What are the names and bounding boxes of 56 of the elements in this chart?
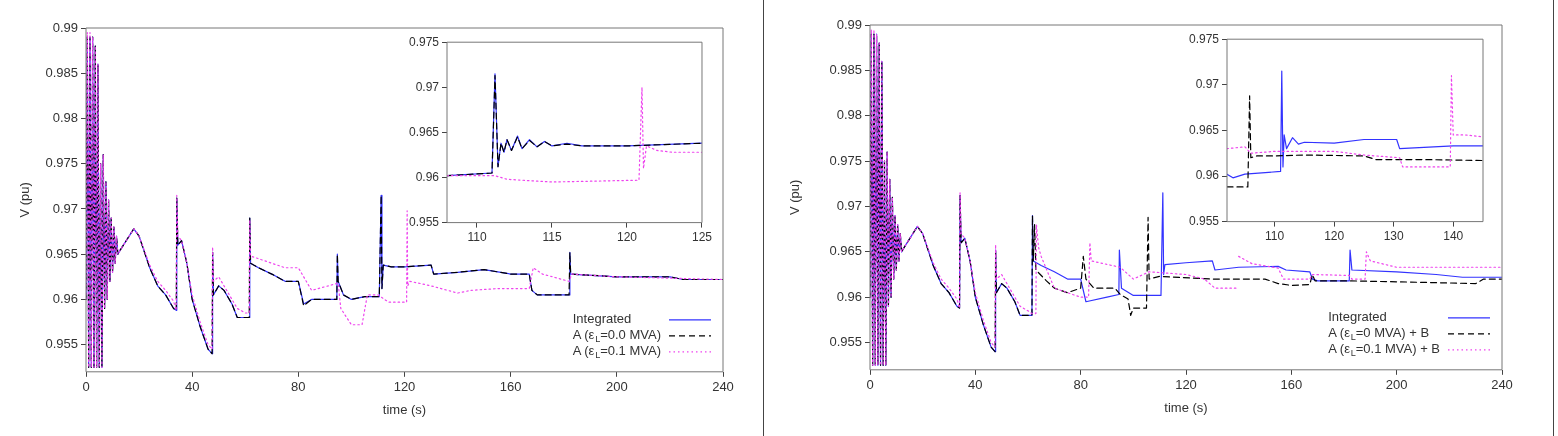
x-tick-label: 200 <box>1385 377 1408 393</box>
series-label: Integrated <box>572 311 632 327</box>
y-tick-label: 0.975 <box>408 34 440 49</box>
y-tick-label: 0.955 <box>1188 213 1220 228</box>
y-axis-title: V (pu) <box>787 179 803 216</box>
x-tick-label: 240 <box>1491 377 1513 393</box>
x-tick-label: 0 <box>82 379 90 395</box>
y-tick-label: 0.965 <box>45 245 78 261</box>
x-tick-label: 160 <box>499 379 522 395</box>
y-tick-label: 0.975 <box>45 155 78 171</box>
y-tick-label: 0.985 <box>829 61 862 77</box>
y-tick-label: 0.97 <box>415 79 440 94</box>
y-tick-label: 0.975 <box>829 152 862 168</box>
y-tick-label: 0.955 <box>829 334 862 350</box>
x-tick-label: 240 <box>712 379 734 395</box>
x-tick-label: 125 <box>691 230 713 245</box>
line-series <box>1227 95 1483 188</box>
x-tick-label: 115 <box>542 230 562 245</box>
x-tick-label: 120 <box>393 379 416 395</box>
x-tick-label: 200 <box>605 379 628 395</box>
x-axis-title: time (s) <box>382 401 427 417</box>
x-tick-label: 80 <box>1073 377 1088 393</box>
y-tick-label: 0.96 <box>52 291 78 306</box>
x-tick-label: 120 <box>1175 377 1197 393</box>
text: Integrated <box>1328 309 1387 325</box>
y-tick-label: 0.965 <box>1188 122 1220 137</box>
x-tick-label: 40 <box>184 379 200 395</box>
x-tick-label: 160 <box>1280 377 1303 393</box>
x-tick-label: 0 <box>866 377 874 393</box>
x-tick-label: 80 <box>291 379 306 395</box>
x-tick-label: 120 <box>616 230 638 245</box>
y-tick-label: 0.98 <box>836 107 862 123</box>
y-tick-label: 0.965 <box>829 243 862 259</box>
y-tick-label: 0.97 <box>836 198 862 214</box>
y-tick-label: 0.97 <box>1195 77 1220 92</box>
x-tick-label: 140 <box>1443 229 1464 244</box>
y-tick-label: 0.99 <box>52 19 78 35</box>
y-tick-label: 0.955 <box>45 336 78 352</box>
y-axis-title: V (pu) <box>17 182 33 218</box>
y-tick-label: 0.98 <box>52 110 78 126</box>
y-tick-label: 0.97 <box>52 200 78 216</box>
y-tick-label: 0.96 <box>1195 168 1220 183</box>
line-series <box>447 86 702 183</box>
y-tick-label: 0.96 <box>836 288 862 304</box>
y-tick-label: 0.96 <box>415 169 440 184</box>
x-tick-label: 40 <box>968 377 983 393</box>
y-tick-label: 0.975 <box>1188 31 1220 46</box>
x-tick-label: 120 <box>1324 229 1345 244</box>
x-tick-label: 110 <box>467 230 487 245</box>
y-tick-label: 0.99 <box>836 16 862 32</box>
x-tick-label: 110 <box>1265 229 1285 244</box>
y-tick-label: 0.965 <box>408 124 440 139</box>
y-tick-label: 0.985 <box>45 64 78 80</box>
x-axis-title: time (s) <box>1164 399 1208 415</box>
x-tick-label: 130 <box>1383 229 1405 244</box>
y-tick-label: 0.955 <box>408 214 440 229</box>
